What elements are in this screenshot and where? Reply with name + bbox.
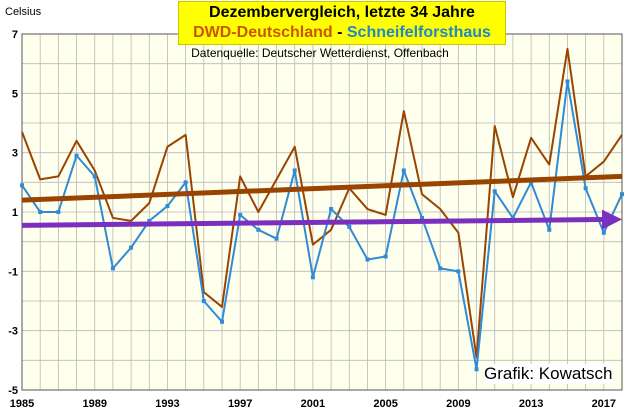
data-point-schneifel — [420, 215, 424, 220]
x-tick-label: 2017 — [592, 398, 616, 410]
data-point-schneifel — [92, 174, 97, 179]
y-tick-label: 5 — [12, 88, 18, 100]
chart-title: Dezembervergleich, letzte 34 Jahre — [209, 4, 475, 21]
data-point-schneifel — [256, 227, 261, 232]
y-axis-label: Celsius — [5, 6, 42, 18]
y-tick-label: -1 — [8, 266, 18, 278]
x-tick-label: 2005 — [373, 398, 397, 410]
data-point-schneifel — [20, 183, 24, 188]
title-dwd: DWD-Deutschland — [193, 24, 333, 41]
chart-subtitle: Datenquelle: Deutscher Wetterdienst, Off… — [191, 46, 449, 60]
data-point-schneifel — [310, 275, 315, 280]
data-point-schneifel — [329, 207, 334, 212]
x-tick-label: 1997 — [228, 398, 252, 410]
data-point-schneifel — [220, 319, 224, 324]
data-point-schneifel — [74, 153, 79, 158]
data-point-schneifel — [201, 299, 206, 303]
trend-arrow-schneifel — [21, 209, 622, 230]
y-tick-label: 1 — [12, 207, 18, 219]
chart-title-series: DWD-Deutschland - Schneifelforsthaus — [179, 24, 505, 42]
x-tick-label: 2001 — [301, 398, 325, 410]
x-tick-label: 2013 — [519, 398, 543, 410]
data-point-schneifel — [492, 189, 497, 194]
data-point-schneifel — [165, 204, 170, 209]
data-point-schneifel — [183, 180, 188, 185]
x-tick-label: 1985 — [10, 398, 34, 410]
data-point-schneifel — [583, 186, 588, 191]
x-tick-label: 2009 — [446, 398, 470, 410]
y-tick-label: 3 — [12, 148, 18, 160]
data-point-schneifel — [620, 192, 624, 197]
data-point-schneifel — [547, 227, 552, 232]
data-point-schneifel — [601, 230, 606, 235]
data-point-schneifel — [292, 168, 297, 173]
data-point-schneifel — [383, 254, 388, 259]
data-point-schneifel — [238, 212, 243, 217]
title-separator: - — [332, 24, 347, 41]
data-point-schneifel — [438, 266, 443, 271]
chart-credit: Grafik: Kowatsch — [484, 364, 613, 384]
data-point-schneifel — [565, 79, 570, 84]
chart-title-box: Dezembervergleich, letzte 34 Jahre DWD-D… — [178, 1, 506, 45]
data-point-schneifel — [110, 266, 115, 271]
trend-line-dwd — [21, 173, 623, 203]
data-point-schneifel — [365, 257, 370, 262]
y-tick-label: 7 — [12, 29, 18, 41]
series-line-dwd — [21, 47, 623, 359]
data-point-schneifel — [401, 168, 406, 173]
data-point-schneifel — [129, 245, 134, 250]
data-point-schneifel — [456, 269, 461, 274]
title-schneifel: Schneifelforsthaus — [346, 24, 491, 41]
data-point-schneifel — [347, 224, 352, 229]
x-tick-label: 1993 — [155, 398, 179, 410]
data-point-schneifel — [474, 367, 479, 372]
x-tick-label: 1989 — [82, 398, 106, 410]
y-tick-label: -5 — [8, 385, 18, 397]
data-point-schneifel — [56, 210, 61, 214]
data-point-schneifel — [274, 236, 279, 241]
y-tick-label: -3 — [8, 326, 18, 338]
data-point-schneifel — [147, 218, 152, 223]
data-point-schneifel — [38, 210, 43, 214]
series-line-schneifel — [21, 80, 623, 371]
